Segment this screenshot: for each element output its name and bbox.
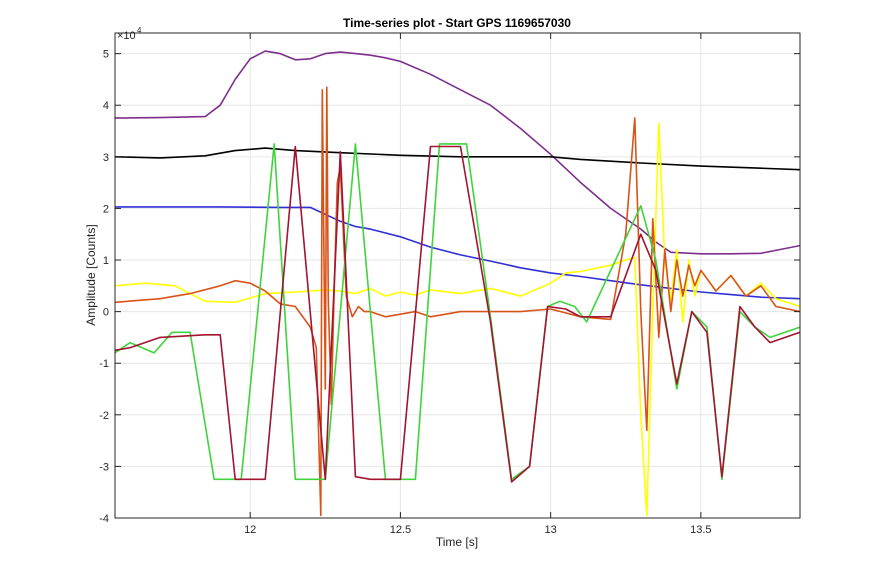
x-tick-label: 12 xyxy=(244,524,256,536)
y-tick-label: -3 xyxy=(99,461,109,473)
y-tick-label: -4 xyxy=(99,513,109,525)
tick-marks xyxy=(115,33,800,519)
x-axis-label: Time [s] xyxy=(436,535,478,549)
series-line-2 xyxy=(115,147,800,171)
y-exponent-power: 4 xyxy=(137,26,142,35)
plot-background xyxy=(115,33,800,518)
x-tick-label: 13 xyxy=(545,524,557,536)
y-exponent-label: ×10 4 xyxy=(117,26,142,42)
y-axis-label: Amplitude [Counts] xyxy=(84,224,98,325)
y-tick-label: 3 xyxy=(103,152,109,164)
x-tick-label: 12.5 xyxy=(390,524,411,536)
series-line-5 xyxy=(115,86,800,517)
y-tick-label: 4 xyxy=(103,100,109,112)
y-exponent-base: ×10 xyxy=(117,30,136,42)
series-line-7 xyxy=(115,145,800,483)
y-tick-label: 1 xyxy=(103,255,109,267)
axes-box xyxy=(114,32,801,519)
series-group xyxy=(115,50,800,517)
y-tick-label: -1 xyxy=(99,358,109,370)
y-tick-label: 5 xyxy=(103,49,109,61)
y-tick-label: 2 xyxy=(103,203,109,215)
y-tick-label: 0 xyxy=(103,307,109,319)
series-line-4 xyxy=(115,122,800,517)
y-tick-label: -2 xyxy=(99,410,109,422)
x-tick-label: 13.5 xyxy=(690,524,711,536)
series-line-1 xyxy=(115,50,800,255)
chart-title: Time-series plot - Start GPS 1169657030 xyxy=(343,16,571,30)
